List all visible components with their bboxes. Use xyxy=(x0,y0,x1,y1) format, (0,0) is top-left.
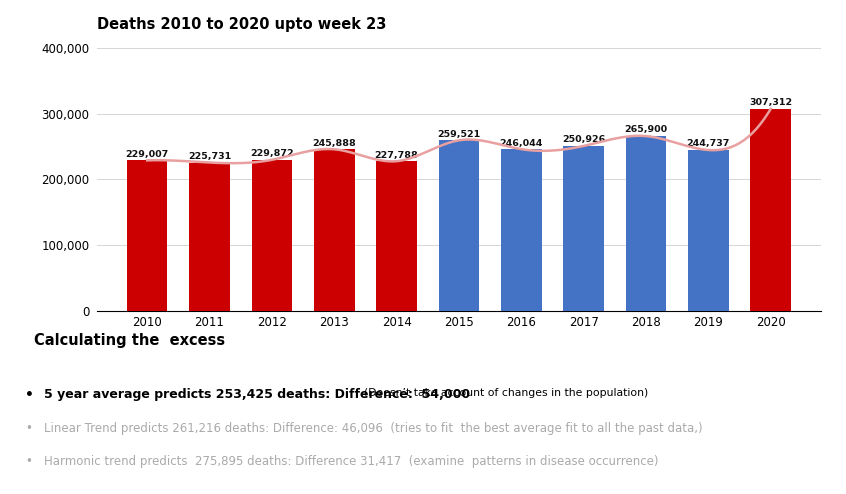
Bar xyxy=(688,150,728,311)
Text: 229,872: 229,872 xyxy=(250,149,294,158)
Text: Deaths 2010 to 2020 upto week 23: Deaths 2010 to 2020 upto week 23 xyxy=(97,17,387,32)
Text: 5 year average predicts 253,425 deaths: Difference:  54,000: 5 year average predicts 253,425 deaths: … xyxy=(44,388,470,401)
Text: •: • xyxy=(25,455,32,468)
Text: 227,788: 227,788 xyxy=(375,151,419,160)
Text: 245,888: 245,888 xyxy=(312,139,356,148)
Text: 5 year average predicts 253,425 deaths: Difference:  54,000  (Doesn’t take accou: 5 year average predicts 253,425 deaths: … xyxy=(44,388,845,401)
Bar xyxy=(563,146,604,311)
Bar xyxy=(626,136,667,311)
Text: 225,731: 225,731 xyxy=(188,152,231,161)
Text: 259,521: 259,521 xyxy=(437,129,481,139)
Text: •: • xyxy=(25,388,34,402)
Text: 229,007: 229,007 xyxy=(125,150,169,159)
Text: •: • xyxy=(25,422,32,435)
Text: 307,312: 307,312 xyxy=(750,98,793,107)
Bar xyxy=(251,160,292,311)
Bar xyxy=(314,149,354,311)
Text: Harmonic trend predicts  275,895 deaths: Difference 31,417  (examine  patterns i: Harmonic trend predicts 275,895 deaths: … xyxy=(44,455,658,468)
Text: 250,926: 250,926 xyxy=(562,135,605,144)
Text: 246,044: 246,044 xyxy=(500,138,543,148)
Text: Linear Trend predicts 261,216 deaths: Difference: 46,096  (tries to fit  the bes: Linear Trend predicts 261,216 deaths: Di… xyxy=(44,422,703,435)
Bar xyxy=(501,149,541,311)
Bar xyxy=(190,163,230,311)
Text: 265,900: 265,900 xyxy=(624,125,667,134)
Text: Calculating the  excess: Calculating the excess xyxy=(34,333,225,348)
Text: 244,737: 244,737 xyxy=(687,139,730,148)
Bar xyxy=(439,140,479,311)
Bar xyxy=(376,161,417,311)
Text: (Doesn’t take account of changes in the population): (Doesn’t take account of changes in the … xyxy=(357,388,648,398)
Bar xyxy=(127,161,168,311)
Bar xyxy=(750,109,791,311)
